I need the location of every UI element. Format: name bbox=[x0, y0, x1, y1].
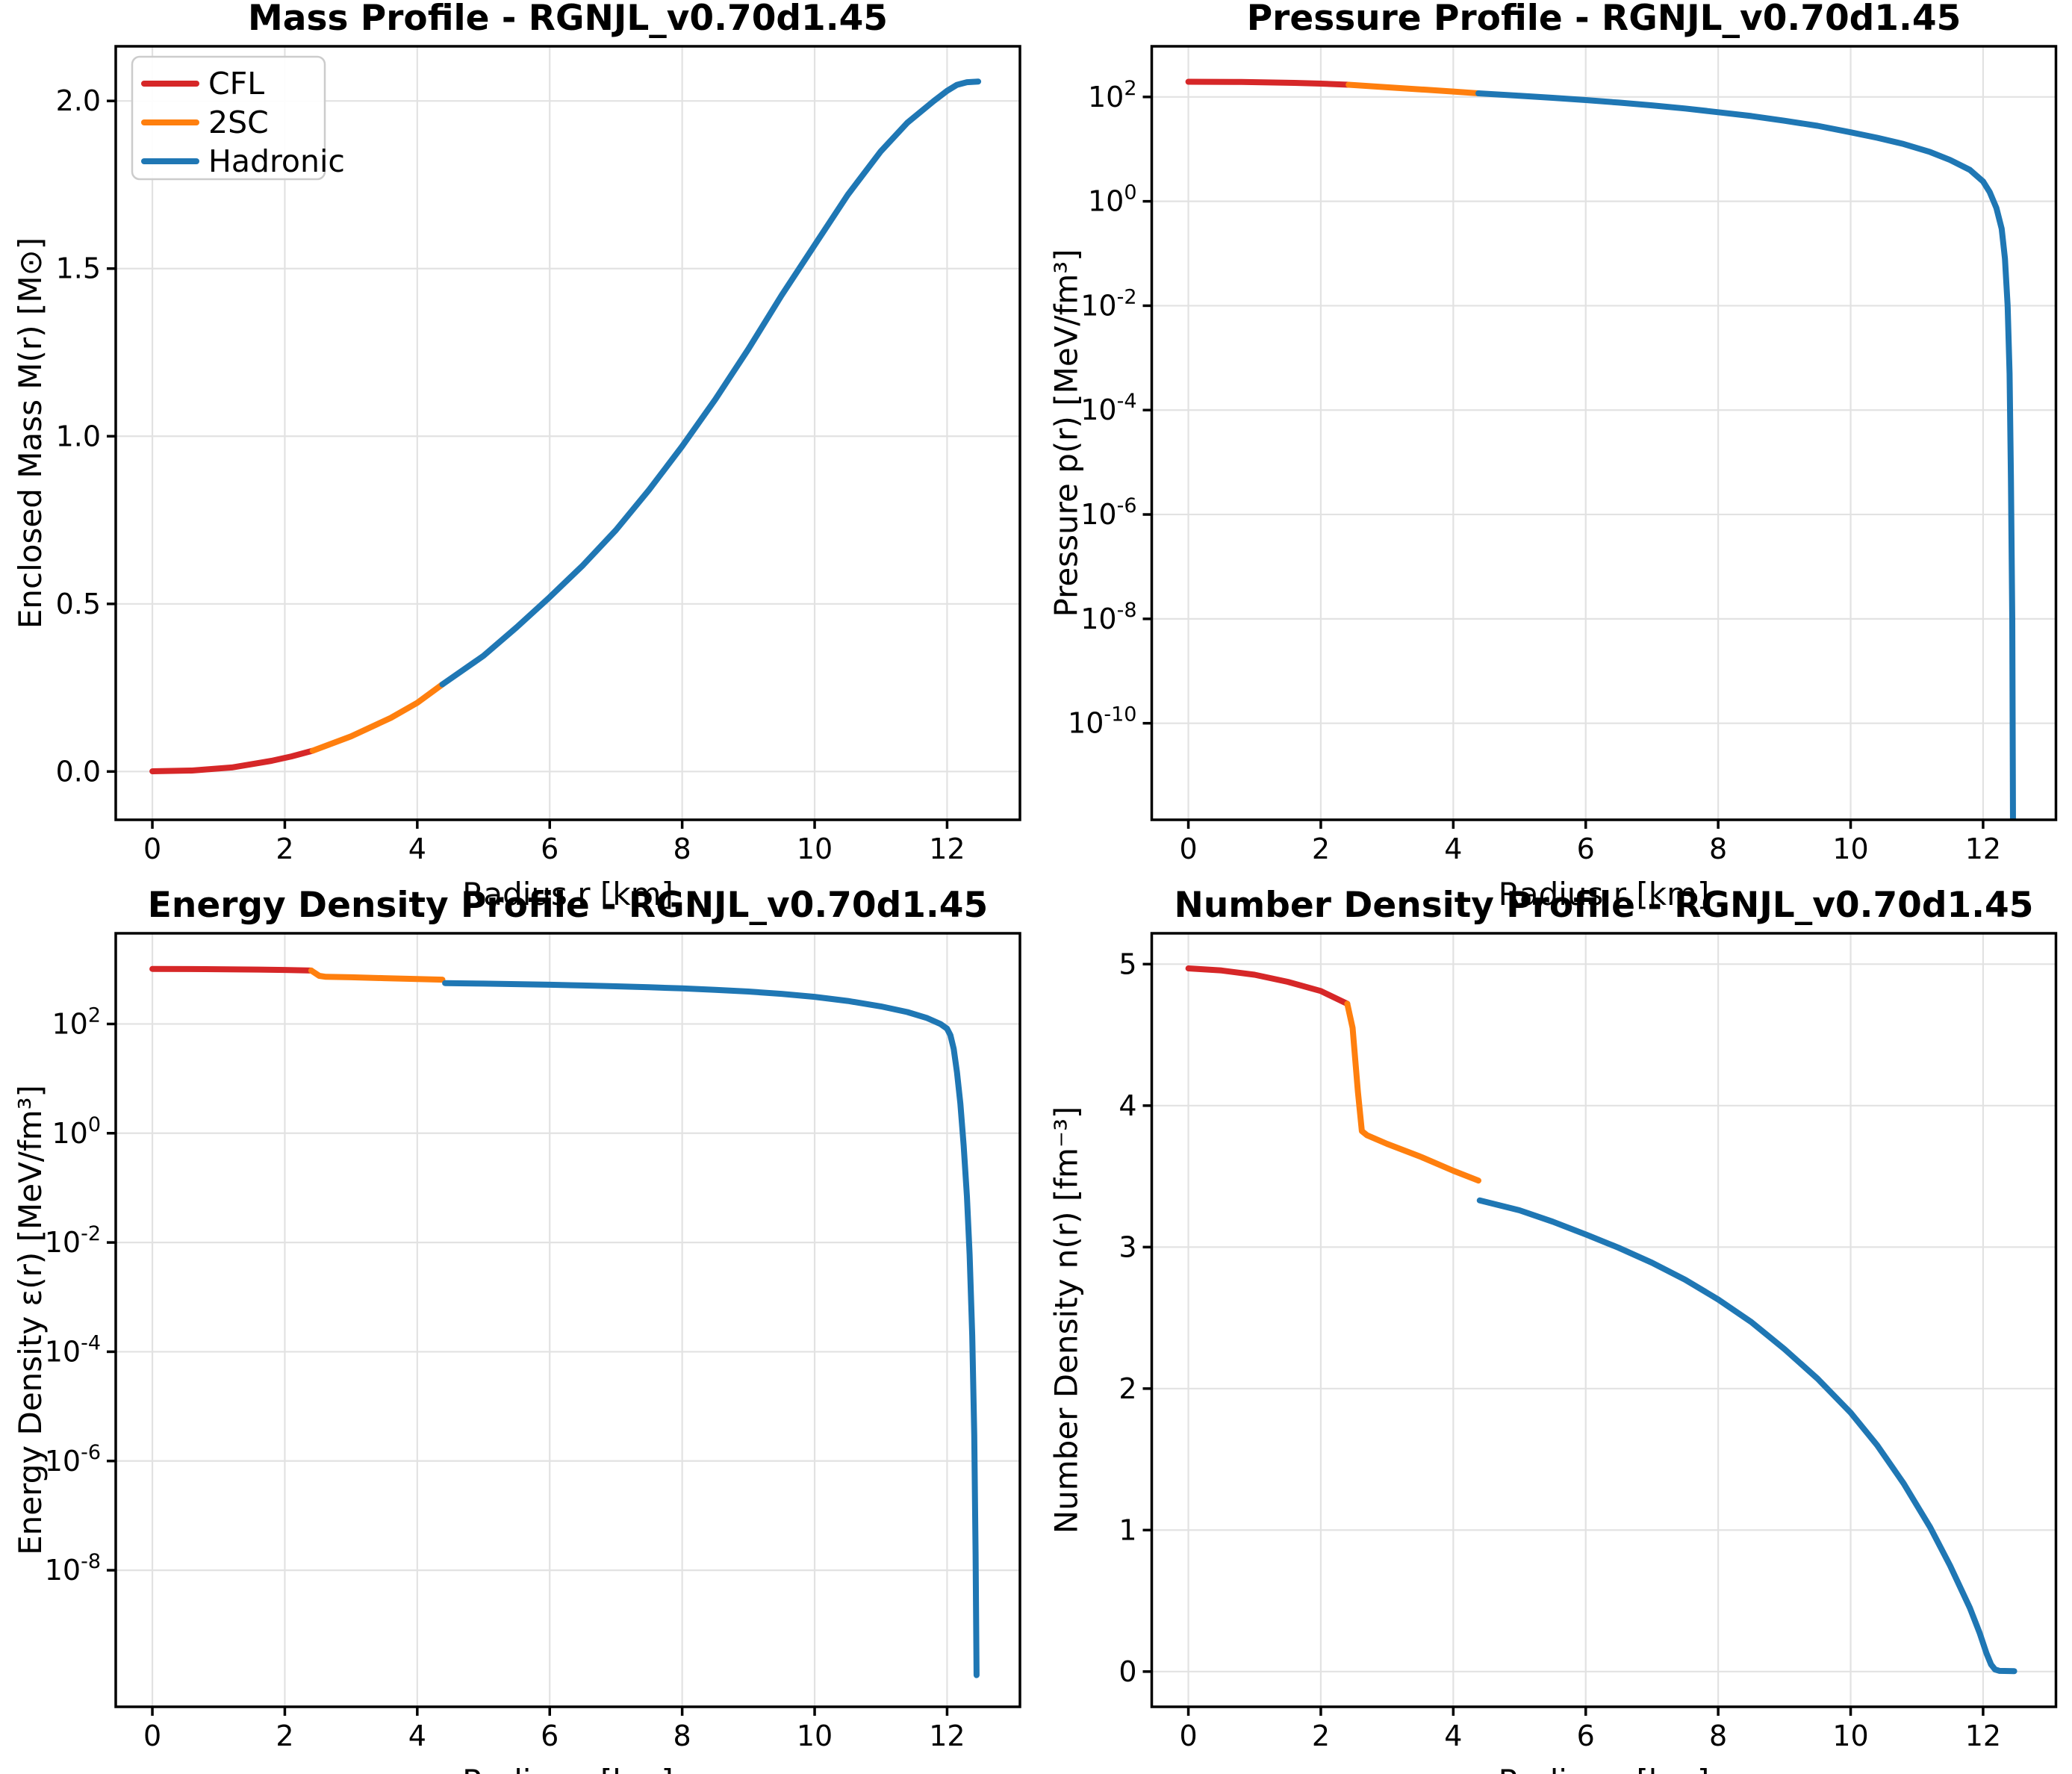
x-tick-label: 4 bbox=[408, 832, 426, 865]
axis-ticks: 0 2 4 6 8 10 12 102 100 10-2 10-4 10-6 10-8 10-10 bbox=[1068, 77, 2001, 865]
series-2sc-line bbox=[1344, 1000, 1481, 1184]
x-tick-label: 6 bbox=[1577, 1719, 1595, 1752]
y-tick-label: 100 bbox=[52, 1113, 101, 1150]
axis-ticks: 0 2 4 6 8 10 12 102 100 10-2 10-4 10-6 10-8 bbox=[45, 1003, 965, 1752]
y-tick-label: 10-10 bbox=[1068, 703, 1136, 740]
y-tick-label: 2 bbox=[1119, 1372, 1136, 1405]
x-tick-label: 0 bbox=[1179, 832, 1197, 865]
plot-border bbox=[114, 932, 1021, 1708]
y-axis-label: Number Density n(r) [fm⁻³] bbox=[1048, 1107, 1085, 1534]
plot-border bbox=[1150, 932, 2058, 1708]
legend-label: CFL bbox=[208, 66, 264, 102]
x-tick-label: 4 bbox=[408, 1719, 426, 1752]
y-axis-label: Enclosed Mass M(r) [M⊙] bbox=[12, 237, 49, 629]
y-tick-label: 10-2 bbox=[1080, 285, 1136, 322]
y-tick-label: 1 bbox=[1119, 1513, 1136, 1546]
y-tick-label: 10-8 bbox=[1080, 599, 1136, 635]
y-tick-label: 5 bbox=[1119, 947, 1136, 980]
x-tick-label: 2 bbox=[276, 1719, 293, 1752]
x-tick-label: 10 bbox=[797, 832, 833, 865]
y-tick-label: 3 bbox=[1119, 1230, 1136, 1263]
x-axis-label: Radius r [km] bbox=[462, 876, 673, 912]
chart-title: Energy Density Profile - RGNJL_v0.70d1.4… bbox=[148, 885, 988, 926]
x-axis-label: Radius r [km] bbox=[1499, 876, 1710, 912]
series-hadronic-line bbox=[1476, 1197, 2017, 1675]
x-tick-label: 8 bbox=[673, 832, 691, 865]
y-axis-label: Energy Density ε(r) [MeV/fm³] bbox=[12, 1085, 49, 1555]
x-tick-label: 0 bbox=[143, 832, 161, 865]
y-tick-label: 0.0 bbox=[56, 755, 101, 788]
x-tick-label: 6 bbox=[541, 1719, 559, 1752]
legend-label: 2SC bbox=[208, 105, 269, 140]
y-tick-label: 10-8 bbox=[45, 1550, 101, 1587]
x-tick-label: 0 bbox=[1179, 1719, 1197, 1752]
gridlines bbox=[1151, 46, 2056, 820]
y-tick-label: 100 bbox=[1088, 181, 1137, 218]
y-tick-label: 10-4 bbox=[45, 1331, 101, 1368]
x-tick-label: 10 bbox=[1832, 832, 1868, 865]
x-tick-label: 4 bbox=[1444, 832, 1462, 865]
gridlines bbox=[116, 933, 1020, 1707]
y-axis-label: Pressure p(r) [MeV/fm³] bbox=[1048, 249, 1085, 617]
legend-box bbox=[131, 55, 326, 181]
y-tick-label: 1.0 bbox=[56, 420, 101, 452]
chart-title: Number Density Profile - RGNJL_v0.70d1.4… bbox=[1175, 885, 2034, 926]
x-tick-label: 12 bbox=[929, 1719, 965, 1752]
mass-profile-chart: 0 2 4 6 8 10 12 0.0 0.5 1.0 1.5 2.0 Mass Profile - R… bbox=[12, 0, 1021, 912]
chart-title: Pressure Profile - RGNJL_v0.70d1.45 bbox=[1247, 0, 1961, 39]
x-tick-label: 8 bbox=[1709, 832, 1727, 865]
y-tick-label: 10-6 bbox=[1080, 494, 1136, 531]
y-tick-label: 0.5 bbox=[56, 588, 101, 620]
x-tick-label: 4 bbox=[1444, 1719, 1462, 1752]
x-tick-label: 10 bbox=[797, 1719, 833, 1752]
y-tick-label: 4 bbox=[1119, 1089, 1136, 1122]
y-tick-label: 10-4 bbox=[1080, 390, 1136, 426]
chart-title: Mass Profile - RGNJL_v0.70d1.45 bbox=[248, 0, 888, 39]
x-tick-label: 10 bbox=[1832, 1719, 1868, 1752]
y-tick-label: 102 bbox=[1088, 77, 1137, 113]
series-cfl-line bbox=[149, 747, 316, 774]
legend-label: Hadronic bbox=[208, 143, 345, 179]
x-tick-label: 2 bbox=[1312, 1719, 1330, 1752]
series-2sc-line bbox=[308, 967, 446, 983]
series-cfl-line bbox=[1185, 965, 1351, 1007]
series-hadronic-line bbox=[1475, 90, 2016, 820]
x-tick-label: 8 bbox=[1709, 1719, 1727, 1752]
series-2sc-line bbox=[309, 681, 446, 754]
gridlines bbox=[1151, 933, 2056, 1707]
x-tick-label: 8 bbox=[673, 1719, 691, 1752]
series-hadronic-line bbox=[442, 980, 980, 1678]
y-tick-label: 10-6 bbox=[45, 1441, 101, 1478]
y-tick-label: 10-2 bbox=[45, 1222, 101, 1259]
series-hadronic-line bbox=[439, 78, 982, 688]
x-tick-label: 0 bbox=[143, 1719, 161, 1752]
x-tick-label: 6 bbox=[1577, 832, 1595, 865]
series-cfl-line bbox=[1185, 78, 1352, 88]
plot-border bbox=[114, 45, 1021, 821]
x-tick-label: 12 bbox=[1965, 832, 2001, 865]
x-tick-label: 12 bbox=[929, 832, 965, 865]
y-tick-label: 102 bbox=[52, 1003, 101, 1040]
x-tick-label: 6 bbox=[541, 832, 559, 865]
plot-border bbox=[1150, 45, 2058, 821]
y-tick-label: 0 bbox=[1119, 1655, 1136, 1688]
y-tick-label: 1.5 bbox=[56, 252, 101, 285]
series-cfl-line bbox=[149, 965, 314, 974]
x-axis-label: Radius r [km] bbox=[1499, 1763, 1710, 1774]
y-tick-label: 2.0 bbox=[56, 84, 101, 117]
pressure-profile-chart: 0 2 4 6 8 10 12 102 100 10-2 10-4 10-6 10-8 10-10 Pres… bbox=[1048, 0, 2058, 912]
x-tick-label: 2 bbox=[1312, 832, 1330, 865]
series-2sc-line bbox=[1345, 81, 1481, 96]
axis-ticks: 0 2 4 6 8 10 12 0.0 0.5 1.0 1.5 2.0 bbox=[56, 84, 965, 865]
x-tick-label: 2 bbox=[276, 832, 293, 865]
x-axis-label: Radius r [km] bbox=[462, 1763, 673, 1774]
x-tick-label: 12 bbox=[1965, 1719, 2001, 1752]
